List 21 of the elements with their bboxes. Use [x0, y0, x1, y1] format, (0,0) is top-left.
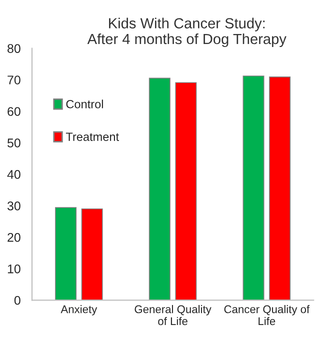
- x-tick-label: Cancer Quality of Life: [224, 305, 310, 326]
- bar: [81, 208, 103, 300]
- y-tick-label: 70: [8, 76, 20, 84]
- bar: [148, 78, 170, 300]
- legend-label: Treatment: [66, 132, 119, 141]
- y-tick-label: 80: [8, 44, 20, 53]
- bar: [175, 82, 197, 300]
- y-tick-label: 30: [7, 202, 20, 210]
- legend-label: Control: [66, 100, 103, 108]
- y-tick-label: 0: [14, 296, 20, 305]
- chart-title: Kids With Cancer Study: After 4 months of Dog Therapy: [87, 18, 286, 48]
- x-tick-label: Anxiety: [60, 305, 98, 316]
- y-tick-label: 40: [7, 170, 20, 179]
- bar: [55, 207, 77, 300]
- x-tick-label: General Quality of Life: [134, 305, 212, 326]
- y-tick-label: 50: [7, 138, 20, 148]
- y-tick-label: 10: [8, 264, 20, 274]
- y-tick-label: 20: [8, 232, 20, 242]
- y-tick-label: 60: [8, 107, 20, 116]
- bar: [242, 76, 264, 300]
- bar: [269, 76, 291, 300]
